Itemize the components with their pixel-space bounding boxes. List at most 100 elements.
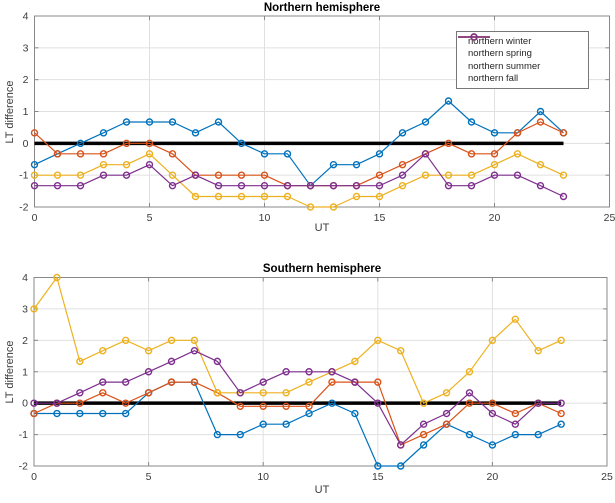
data-point-marker — [513, 129, 522, 137]
data-point-marker — [534, 399, 542, 407]
data-point-marker — [283, 192, 292, 201]
x-tick-label: 15 — [374, 212, 386, 224]
data-point-marker — [421, 171, 430, 179]
data-point-marker — [375, 150, 384, 158]
chart-1: 0 5 10 15 20 25 -2 -1 0 1 2 3 4 — [19, 272, 613, 483]
data-point-marker — [99, 378, 107, 386]
data-point-marker — [76, 399, 84, 407]
data-point-marker — [122, 171, 131, 179]
x-tick-label: 20 — [489, 212, 501, 224]
data-point-marker — [259, 378, 267, 386]
data-point-marker — [536, 118, 545, 126]
data-point-marker — [351, 378, 359, 386]
data-point-marker — [145, 150, 154, 158]
legend-entry: northern spring — [458, 33, 588, 61]
data-point-marker — [305, 402, 313, 411]
x-tick-label: 15 — [372, 471, 384, 483]
data-point-marker — [283, 181, 292, 190]
data-point-marker — [513, 150, 522, 158]
data-point-marker — [191, 171, 200, 179]
data-point-marker — [306, 181, 315, 190]
data-point-marker — [465, 430, 474, 439]
data-point-marker — [260, 192, 269, 201]
series-line-northern-summer — [33, 276, 562, 404]
data-point-marker — [190, 378, 199, 386]
legend: northern winter northern spring northern s… — [456, 31, 589, 89]
data-point-marker — [190, 336, 199, 345]
data-point-marker — [260, 181, 269, 190]
data-point-marker — [490, 129, 499, 137]
data-point-marker — [465, 399, 474, 407]
data-point-marker — [419, 399, 428, 407]
y-tick-label: 1 — [23, 106, 29, 118]
data-point-marker — [99, 171, 108, 179]
data-point-marker — [488, 441, 497, 449]
data-point-marker — [191, 192, 200, 201]
legend-entry: northern summer — [458, 33, 588, 73]
data-point-marker — [76, 139, 85, 148]
data-point-marker — [53, 181, 62, 190]
data-point-marker — [30, 305, 38, 313]
data-point-marker — [444, 171, 453, 179]
data-point-marker — [442, 389, 451, 397]
legend-entry: northern fall — [458, 33, 588, 86]
x-tick-label: 20 — [487, 471, 499, 483]
x-tick-label: 10 — [257, 471, 269, 483]
data-point-marker — [444, 181, 453, 190]
south-x-axis-label: UT — [314, 484, 330, 496]
y-tick-label: 4 — [22, 272, 28, 284]
data-point-marker — [328, 368, 336, 376]
data-point-marker — [145, 160, 154, 169]
data-point-marker — [375, 192, 384, 201]
data-point-marker — [305, 378, 313, 386]
data-point-marker — [168, 181, 177, 190]
data-point-marker — [122, 160, 131, 169]
data-point-marker — [559, 129, 568, 137]
data-point-marker — [488, 336, 497, 345]
data-point-marker — [168, 118, 177, 126]
data-point-marker — [53, 409, 61, 418]
data-point-marker — [398, 181, 407, 190]
y-tick-label: 4 — [23, 11, 29, 23]
data-point-marker — [282, 389, 290, 397]
series-line-northern-spring — [34, 121, 564, 187]
data-point-marker — [511, 430, 520, 439]
data-point-marker — [374, 336, 382, 345]
data-point-marker — [398, 171, 407, 179]
data-point-marker — [444, 97, 453, 105]
data-point-marker — [421, 118, 430, 126]
data-point-marker — [467, 181, 476, 190]
y-tick-label: 2 — [23, 74, 29, 86]
data-point-marker — [259, 420, 267, 428]
data-point-marker — [374, 462, 382, 470]
legend-line-marker-icon — [458, 33, 490, 41]
y-tick-label: 3 — [22, 303, 28, 315]
data-point-marker — [419, 441, 428, 449]
data-point-marker — [467, 150, 476, 158]
data-point-marker — [374, 378, 382, 386]
data-point-marker — [76, 357, 84, 366]
data-point-marker — [511, 420, 520, 428]
data-point-marker — [53, 150, 62, 158]
data-point-marker — [236, 402, 244, 411]
data-point-marker — [419, 420, 428, 428]
data-point-marker — [374, 399, 382, 407]
data-point-marker — [121, 399, 130, 407]
data-point-marker — [237, 192, 246, 201]
data-point-marker — [352, 181, 361, 190]
data-point-marker — [557, 336, 565, 345]
data-point-marker — [397, 462, 405, 470]
data-point-marker — [121, 336, 130, 345]
data-point-marker — [145, 118, 154, 126]
data-point-marker — [99, 409, 107, 418]
data-point-marker — [236, 389, 244, 397]
data-point-marker — [305, 409, 313, 418]
data-point-marker — [190, 347, 199, 355]
data-point-marker — [167, 357, 176, 366]
data-point-marker — [375, 171, 384, 179]
data-point-marker — [76, 389, 84, 397]
data-point-marker — [397, 347, 405, 355]
data-point-marker — [144, 368, 153, 376]
data-point-marker — [465, 368, 474, 376]
